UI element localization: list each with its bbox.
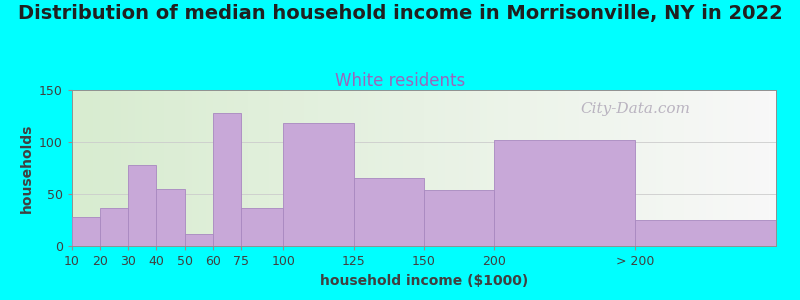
Bar — [241, 208, 283, 246]
Bar — [128, 165, 157, 246]
Bar — [100, 208, 128, 246]
Bar — [72, 217, 100, 246]
Bar — [213, 113, 241, 246]
Bar — [635, 220, 776, 246]
Bar — [354, 178, 424, 246]
Y-axis label: households: households — [19, 123, 34, 213]
Bar — [494, 140, 635, 246]
Bar — [283, 123, 354, 246]
Text: White residents: White residents — [335, 72, 465, 90]
Bar — [185, 233, 213, 246]
Text: Distribution of median household income in Morrisonville, NY in 2022: Distribution of median household income … — [18, 4, 782, 23]
Bar — [424, 190, 494, 246]
Text: City-Data.com: City-Data.com — [580, 103, 690, 116]
Bar — [157, 189, 185, 246]
X-axis label: household income ($1000): household income ($1000) — [320, 274, 528, 288]
